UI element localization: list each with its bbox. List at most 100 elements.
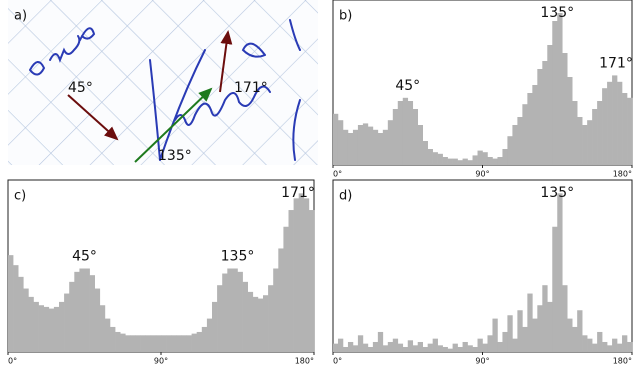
bar <box>612 75 617 165</box>
bar <box>197 332 202 352</box>
bar <box>299 193 304 352</box>
bar <box>532 319 537 352</box>
bar <box>413 345 418 352</box>
x-tick-label: 180° <box>613 357 632 366</box>
bar <box>507 315 512 352</box>
bar <box>468 345 473 352</box>
bar <box>582 335 587 352</box>
bar <box>597 101 602 165</box>
bar <box>582 125 587 165</box>
bar <box>403 98 408 165</box>
bar <box>258 299 263 352</box>
bar <box>273 269 278 353</box>
bar <box>343 347 348 352</box>
bar <box>348 133 353 165</box>
plot-frame <box>333 180 632 352</box>
bar <box>517 310 522 352</box>
paper-background <box>8 0 318 165</box>
bar <box>64 294 69 352</box>
bar <box>607 82 612 165</box>
bar <box>627 98 632 165</box>
bar <box>587 120 592 165</box>
bar <box>238 272 243 352</box>
bar <box>79 269 84 353</box>
bar <box>146 335 151 352</box>
bar <box>443 157 448 165</box>
bar <box>348 342 353 352</box>
bar <box>28 297 33 352</box>
bar <box>227 269 232 353</box>
bar <box>527 93 532 165</box>
bar <box>309 210 314 352</box>
bar <box>368 127 373 165</box>
bar <box>453 344 458 352</box>
bar <box>597 332 602 352</box>
bar <box>572 327 577 352</box>
angle-label: 45° <box>72 249 97 265</box>
bar <box>125 335 130 352</box>
bar <box>69 282 74 352</box>
bar <box>592 344 597 352</box>
bar <box>141 335 146 352</box>
bar <box>398 101 403 165</box>
bar <box>171 335 176 352</box>
bar <box>458 160 463 165</box>
bar <box>110 327 115 352</box>
bar <box>34 302 39 352</box>
bar <box>388 120 393 165</box>
bar <box>202 327 207 352</box>
bar <box>483 152 488 165</box>
bar <box>294 198 299 352</box>
bar <box>487 335 492 352</box>
bar <box>617 344 622 352</box>
bar <box>393 109 398 165</box>
bar <box>13 265 18 352</box>
bar <box>567 77 572 165</box>
bar <box>463 342 468 352</box>
bar <box>617 82 622 165</box>
bar <box>537 305 542 352</box>
bar <box>567 319 572 352</box>
bar <box>522 327 527 352</box>
bar <box>607 345 612 352</box>
bar <box>217 285 222 352</box>
bar <box>418 125 423 165</box>
bar <box>373 130 378 165</box>
bar <box>161 335 166 352</box>
bar <box>278 248 283 352</box>
angle-label: 45° <box>68 80 93 96</box>
bar <box>522 104 527 165</box>
bar <box>54 307 59 352</box>
bar <box>338 339 343 352</box>
bar <box>468 160 473 165</box>
bar <box>557 193 562 352</box>
bar <box>378 332 383 352</box>
angle-label: 171° <box>234 80 268 96</box>
angle-label: 135° <box>540 5 574 21</box>
bar <box>192 334 197 352</box>
bar <box>423 141 428 165</box>
bar <box>353 130 358 165</box>
bar <box>383 345 388 352</box>
bar <box>243 282 248 352</box>
bar <box>248 292 253 352</box>
bar <box>487 157 492 165</box>
bar <box>473 155 478 165</box>
bar <box>587 339 592 352</box>
x-tick-label: 90° <box>154 357 168 366</box>
bar <box>552 227 557 352</box>
bar <box>463 159 468 165</box>
x-tick-label: 0° <box>8 357 17 366</box>
bar <box>443 347 448 352</box>
bar <box>438 154 443 165</box>
x-tick-label: 90° <box>475 170 489 179</box>
x-tick-label: 90° <box>475 357 489 366</box>
bar <box>448 159 453 165</box>
bar <box>448 349 453 352</box>
bar <box>423 347 428 352</box>
bar <box>363 123 368 165</box>
bar <box>181 335 186 352</box>
bar <box>105 319 110 352</box>
bar <box>176 335 181 352</box>
bar <box>428 344 433 352</box>
